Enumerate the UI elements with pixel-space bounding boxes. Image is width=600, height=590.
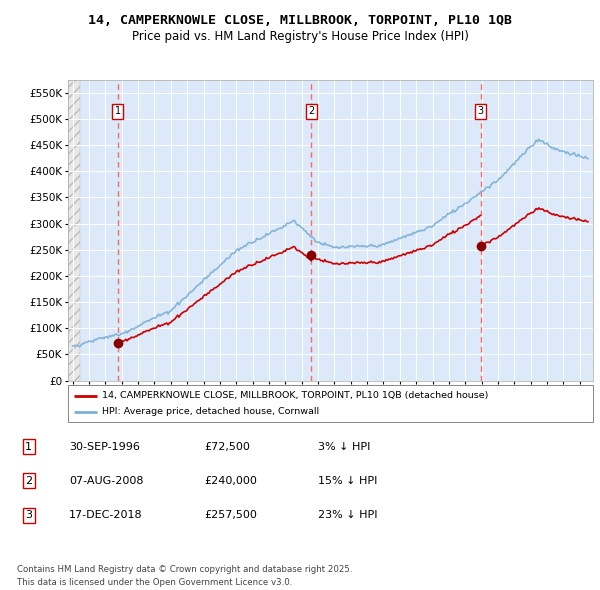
Text: HPI: Average price, detached house, Cornwall: HPI: Average price, detached house, Corn…: [102, 407, 319, 416]
Text: Price paid vs. HM Land Registry's House Price Index (HPI): Price paid vs. HM Land Registry's House …: [131, 30, 469, 43]
Text: 3: 3: [25, 510, 32, 520]
Text: 2: 2: [308, 106, 314, 116]
Text: £240,000: £240,000: [204, 476, 257, 486]
Text: 2: 2: [25, 476, 32, 486]
Text: 3: 3: [478, 106, 484, 116]
FancyBboxPatch shape: [68, 385, 593, 422]
Bar: [68, 80, 80, 381]
Text: 30-SEP-1996: 30-SEP-1996: [69, 442, 140, 451]
Text: 1: 1: [115, 106, 121, 116]
Text: £72,500: £72,500: [204, 442, 250, 451]
Text: 23% ↓ HPI: 23% ↓ HPI: [318, 510, 377, 520]
Text: 17-DEC-2018: 17-DEC-2018: [69, 510, 143, 520]
Text: 14, CAMPERKNOWLE CLOSE, MILLBROOK, TORPOINT, PL10 1QB (detached house): 14, CAMPERKNOWLE CLOSE, MILLBROOK, TORPO…: [102, 391, 488, 400]
Text: 14, CAMPERKNOWLE CLOSE, MILLBROOK, TORPOINT, PL10 1QB: 14, CAMPERKNOWLE CLOSE, MILLBROOK, TORPO…: [88, 14, 512, 27]
Text: 15% ↓ HPI: 15% ↓ HPI: [318, 476, 377, 486]
Text: Contains HM Land Registry data © Crown copyright and database right 2025.
This d: Contains HM Land Registry data © Crown c…: [17, 565, 352, 586]
Text: 07-AUG-2008: 07-AUG-2008: [69, 476, 143, 486]
Text: £257,500: £257,500: [204, 510, 257, 520]
Text: 1: 1: [25, 442, 32, 451]
Text: 3% ↓ HPI: 3% ↓ HPI: [318, 442, 370, 451]
